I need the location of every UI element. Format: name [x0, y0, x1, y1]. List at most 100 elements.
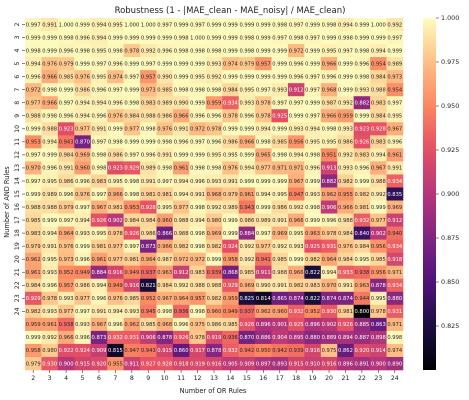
- heatmap-cell: [90, 265, 108, 280]
- cell-value-label: 0.999: [256, 205, 271, 211]
- cell-value-label: 0.994: [42, 231, 58, 237]
- heatmap-cell: [123, 304, 141, 319]
- heatmap-cell: [337, 70, 354, 84]
- cell-value-label: 0.995: [289, 231, 304, 237]
- x-tick-label: 5: [81, 375, 85, 382]
- cell-value-label: 0.932: [223, 348, 238, 354]
- heatmap-cell: [156, 343, 174, 358]
- cell-value-label: 0.986: [338, 140, 353, 146]
- cell-value-label: 0.978: [256, 101, 271, 107]
- heatmap-cell: [271, 31, 289, 45]
- heatmap-cell: [57, 330, 75, 345]
- chart-title: Robustness (1 - |MAE_clean - MAE_noisy| …: [115, 6, 346, 16]
- heatmap-cell: [172, 31, 190, 45]
- cell-value-label: 0.999: [26, 127, 41, 133]
- cell-value-label: 0.998: [190, 205, 205, 211]
- cell-value-label: 0.985: [239, 270, 254, 276]
- heatmap-cell: [107, 304, 124, 319]
- cell-value-label: 0.993: [207, 61, 222, 67]
- heatmap-cell: [337, 57, 354, 71]
- heatmap-cell: [189, 174, 207, 188]
- x-tick-label: 11: [177, 375, 185, 382]
- heatmap-cell: [320, 70, 338, 84]
- cell-value-label: 0.999: [272, 127, 287, 133]
- heatmap-cell: [25, 161, 42, 175]
- heatmap-cell: [386, 278, 404, 293]
- heatmap-cell: [370, 239, 387, 253]
- cell-value-label: 0.991: [272, 218, 287, 224]
- heatmap-cell: [189, 291, 207, 306]
- cell-value-label: 0.898: [371, 335, 386, 341]
- cell-value-label: 0.896: [256, 322, 271, 328]
- heatmap-cell: [107, 44, 124, 58]
- cell-value-label: 0.996: [354, 166, 369, 172]
- heatmap-cell: [320, 44, 338, 58]
- heatmap-cell: [353, 83, 371, 97]
- heatmap-cell: [386, 161, 404, 175]
- cell-value-label: 0.997: [305, 74, 320, 80]
- cell-value-label: 0.996: [26, 74, 41, 80]
- cell-value-label: 0.911: [256, 270, 271, 276]
- heatmap-cell: [271, 70, 289, 84]
- heatmap-cell: [353, 330, 371, 345]
- cell-value-label: 0.991: [42, 22, 57, 28]
- cell-value-label: 0.983: [371, 140, 386, 146]
- cell-value-label: 0.957: [190, 296, 205, 302]
- cell-value-label: 0.972: [289, 48, 304, 54]
- cell-value-label: 0.996: [59, 192, 74, 198]
- heatmap-cell: [287, 252, 305, 267]
- heatmap-cell: [107, 200, 124, 214]
- cell-value-label: 0.956: [289, 140, 304, 146]
- heatmap-cell: [107, 226, 124, 240]
- heatmap-cell: [337, 343, 354, 358]
- y-tick-label: 21: [14, 268, 21, 276]
- cell-value-label: 0.999: [305, 48, 320, 54]
- heatmap-cell: [107, 252, 124, 267]
- cell-value-label: 0.999: [26, 192, 41, 198]
- cell-value-label: 0.953: [124, 205, 139, 211]
- heatmap-cell: [25, 239, 42, 253]
- heatmap-cell: [255, 343, 272, 358]
- cell-value-label: 0.920: [354, 348, 369, 354]
- cell-value-label: 0.998: [124, 179, 139, 185]
- cell-value-label: 0.874: [289, 296, 305, 302]
- cell-value-label: 0.963: [305, 231, 320, 237]
- y-tick-label: 6: [14, 75, 21, 79]
- heatmap-cell: [353, 70, 371, 84]
- heatmap-cell: [25, 31, 42, 45]
- heatmap-cell: [353, 317, 371, 332]
- cell-value-label: 0.981: [354, 205, 369, 211]
- heatmap-cell: [90, 109, 108, 123]
- cell-value-label: 0.988: [338, 218, 353, 224]
- cell-value-label: 0.992: [239, 257, 254, 263]
- heatmap-cell: [123, 213, 141, 227]
- heatmap-cell: [123, 135, 141, 149]
- cell-value-label: 0.901: [272, 322, 287, 328]
- heatmap-cell: [304, 265, 322, 280]
- heatmap-cell: [90, 70, 108, 84]
- cell-value-label: 0.972: [174, 257, 189, 263]
- heatmap-cell: [386, 252, 404, 267]
- cell-value-label: 0.961: [239, 192, 254, 198]
- heatmap-cell: [304, 330, 322, 345]
- heatmap-cell: [353, 148, 371, 162]
- cell-value-label: 0.947: [289, 192, 304, 198]
- heatmap-cell: [287, 109, 305, 123]
- cell-value-label: 0.919: [190, 361, 205, 367]
- cell-value-label: 0.993: [272, 88, 287, 94]
- heatmap-cell: [287, 135, 305, 149]
- cell-value-label: 0.992: [338, 153, 353, 159]
- heatmap-cell: [287, 187, 305, 201]
- heatmap-cell: [189, 70, 207, 84]
- cell-value-label: 0.891: [354, 361, 369, 367]
- cell-value-label: 0.986: [59, 179, 74, 185]
- colorbar-tick-label: 0.975: [441, 58, 459, 66]
- cell-value-label: 0.922: [59, 348, 74, 354]
- cell-value-label: 0.932: [108, 335, 123, 341]
- cell-value-label: 0.998: [272, 22, 287, 28]
- cell-value-label: 0.978: [223, 114, 238, 120]
- cell-value-label: 0.985: [141, 322, 156, 328]
- cell-value-label: 0.994: [174, 192, 190, 198]
- cell-value-label: 0.997: [26, 153, 41, 159]
- heatmap-cell: [238, 330, 256, 345]
